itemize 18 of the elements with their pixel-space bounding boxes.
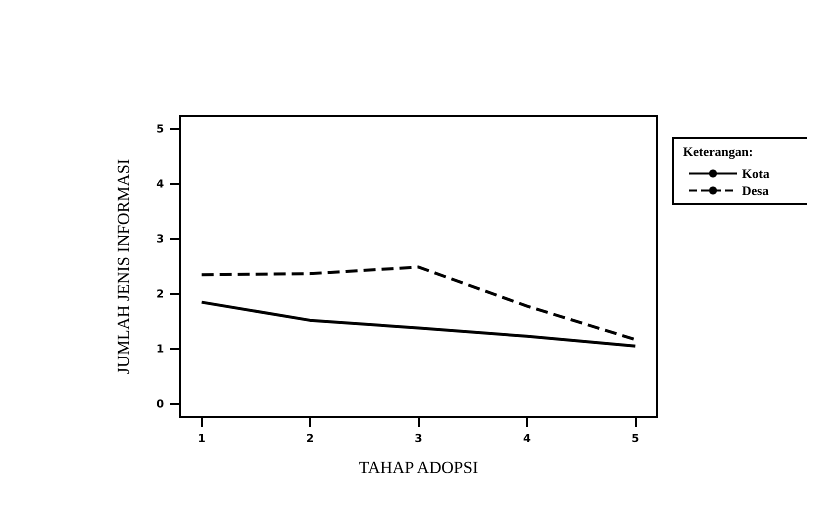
- line-series: [200, 300, 637, 348]
- y-tick-label: 3: [156, 232, 164, 246]
- y-tick-label: 2: [156, 287, 164, 300]
- line-series: [200, 266, 637, 342]
- legend-label: Kota: [742, 166, 770, 181]
- y-tick-label: 4: [156, 178, 164, 191]
- x-tick-label: 4: [523, 432, 532, 445]
- legend-label: Desa: [742, 183, 770, 198]
- x-tick-label: 3: [414, 432, 422, 445]
- y-tick-label: 1: [156, 342, 164, 356]
- y-tick-label: 5: [156, 122, 164, 136]
- x-tick-label: 5: [631, 432, 640, 445]
- x-tick-label: 2: [306, 432, 314, 445]
- y-axis-title: JUMLAH JENIS INFORMASI: [114, 158, 133, 374]
- y-tick-label: 0: [156, 397, 164, 410]
- x-axis-title: TAHAP ADOPSI: [358, 458, 479, 477]
- legend-title: Keterangan:: [683, 144, 754, 159]
- x-tick-label: 1: [198, 432, 206, 445]
